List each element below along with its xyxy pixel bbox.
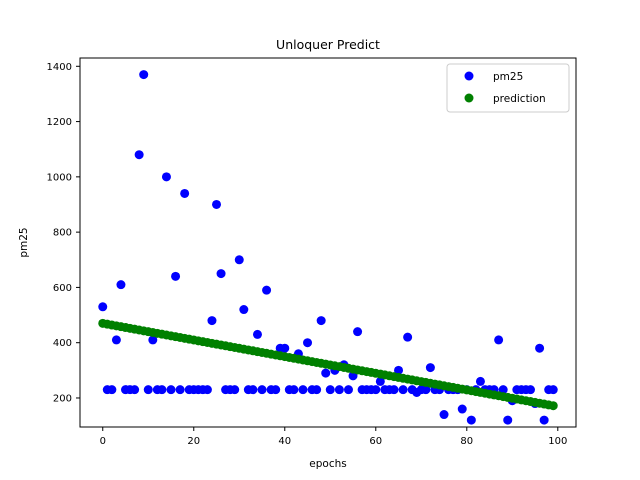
pm25-point <box>421 385 431 395</box>
pm25-point <box>494 335 504 345</box>
pm25-point <box>535 343 545 353</box>
x-tick-label: 40 <box>278 436 291 447</box>
pm25-point <box>139 70 149 80</box>
legend-label-prediction: prediction <box>493 93 546 105</box>
x-tick-label: 100 <box>548 436 567 447</box>
y-axis-ticks: 200 400 600 800 1000 1200 1400 <box>47 62 80 404</box>
x-axis-label: epochs <box>309 458 346 470</box>
y-tick-label: 1200 <box>47 117 72 128</box>
pm25-point <box>548 385 558 395</box>
pm25-point <box>375 376 385 386</box>
pm25-point <box>312 385 322 395</box>
pm25-point <box>325 385 335 395</box>
pm25-point <box>216 269 226 279</box>
pm25-point <box>403 332 413 342</box>
pm25-point <box>262 285 272 295</box>
pm25-series <box>98 70 558 425</box>
legend-marker-prediction <box>464 93 474 103</box>
pm25-point <box>230 385 240 395</box>
pm25-point <box>303 338 313 348</box>
pm25-point <box>353 327 363 337</box>
y-tick-label: 600 <box>53 283 72 294</box>
pm25-point <box>280 343 290 353</box>
pm25-point <box>439 410 449 420</box>
legend-label-pm25: pm25 <box>493 71 523 83</box>
pm25-point <box>539 415 549 425</box>
x-tick-label: 20 <box>187 436 200 447</box>
chart-title: Unloquer Predict <box>276 37 380 52</box>
pm25-point <box>389 385 399 395</box>
pm25-point <box>425 363 435 373</box>
pm25-point <box>107 385 117 395</box>
y-tick-label: 1400 <box>47 62 72 73</box>
legend-marker-pm25 <box>464 71 474 81</box>
pm25-point <box>394 365 404 375</box>
pm25-point <box>503 415 513 425</box>
pm25-point <box>130 385 140 395</box>
legend: pm25 prediction <box>446 63 570 113</box>
x-tick-label: 80 <box>460 436 473 447</box>
pm25-point <box>466 415 476 425</box>
plot-frame <box>79 57 577 428</box>
pm25-point <box>398 385 408 395</box>
pm25-point <box>180 188 190 198</box>
prediction-point <box>548 401 558 411</box>
pm25-point <box>525 385 535 395</box>
pm25-point <box>271 385 281 395</box>
pm25-point <box>207 316 217 326</box>
pm25-point <box>161 172 171 182</box>
pm25-point <box>148 335 158 345</box>
pm25-point <box>239 305 249 315</box>
pm25-point <box>116 280 126 290</box>
y-tick-label: 400 <box>53 338 72 349</box>
pm25-point <box>202 385 212 395</box>
pm25-point <box>234 255 244 265</box>
pm25-point <box>157 385 167 395</box>
pm25-point <box>334 385 344 395</box>
y-tick-label: 800 <box>53 228 72 239</box>
prediction-series <box>98 318 558 411</box>
pm25-point <box>298 385 308 395</box>
legend-box <box>446 63 570 113</box>
pm25-point <box>316 316 326 326</box>
y-tick-label: 200 <box>53 393 72 404</box>
pm25-point <box>212 199 222 209</box>
pm25-point <box>171 271 181 281</box>
x-axis-ticks: 0 20 40 60 80 100 <box>100 427 567 447</box>
x-tick-label: 60 <box>369 436 382 447</box>
pm25-point <box>98 302 108 312</box>
pm25-point <box>371 385 381 395</box>
pm25-point <box>475 376 485 386</box>
pm25-point <box>252 329 262 339</box>
pm25-point <box>457 404 467 414</box>
pm25-point <box>143 385 153 395</box>
y-tick-label: 1000 <box>47 172 72 183</box>
pm25-point <box>166 385 176 395</box>
pm25-point <box>321 368 331 378</box>
pm25-point <box>248 385 258 395</box>
pm25-point <box>289 385 299 395</box>
pm25-point <box>257 385 267 395</box>
pm25-point <box>111 335 121 345</box>
y-axis-label: pm25 <box>18 227 30 257</box>
x-tick-label: 0 <box>100 436 106 447</box>
pm25-point <box>343 385 353 395</box>
pm25-point <box>175 385 185 395</box>
pm25-point <box>134 150 144 160</box>
